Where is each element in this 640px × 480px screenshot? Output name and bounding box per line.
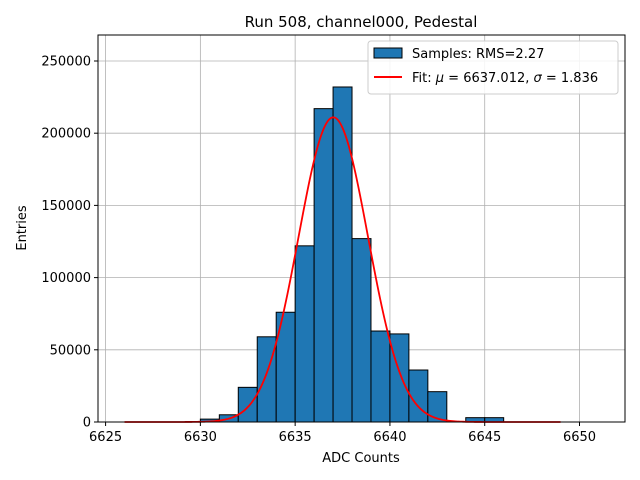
- y-tick-label: 250000: [41, 54, 91, 69]
- histogram-bar: [351, 238, 372, 423]
- histogram-bar: [237, 386, 258, 423]
- histogram-bars: [199, 86, 505, 423]
- x-tick-label: 6640: [373, 430, 406, 445]
- legend-fit-label: Fit: μ = 6637.012, σ = 1.836: [412, 71, 598, 86]
- x-axis-label: ADC Counts: [322, 451, 400, 466]
- y-tick-label: 150000: [41, 199, 91, 214]
- axis-ticks: 6625 6630 6635 6640 6645 6650 0 50000 100000 1500…: [41, 54, 596, 445]
- histogram-bar: [427, 391, 448, 423]
- y-axis-label: Entries: [15, 205, 30, 251]
- histogram-bar: [313, 108, 334, 423]
- x-tick-label: 6635: [279, 430, 312, 445]
- histogram-bar: [370, 330, 391, 423]
- x-tick-label: 6650: [563, 430, 596, 445]
- x-tick-label: 6645: [468, 430, 501, 445]
- histogram-bar: [256, 336, 277, 423]
- histogram-bar: [332, 86, 353, 423]
- y-tick-label: 50000: [50, 343, 91, 358]
- legend-histogram-label: Samples: RMS=2.27: [412, 47, 544, 62]
- x-tick-label: 6625: [89, 430, 122, 445]
- legend: Samples: RMS=2.27 Fit: μ = 6637.012, σ =…: [367, 40, 619, 95]
- histogram-bar: [389, 333, 410, 423]
- legend-box: [367, 40, 619, 95]
- histogram-bar: [408, 369, 429, 423]
- legend-histogram-patch: [373, 47, 403, 59]
- y-tick-label: 100000: [41, 271, 91, 286]
- x-tick-label: 6630: [184, 430, 217, 445]
- chart-title: Run 508, channel000, Pedestal: [245, 13, 478, 31]
- y-tick-label: 0: [83, 416, 91, 431]
- histogram-bar: [294, 245, 315, 423]
- y-tick-label: 200000: [41, 127, 91, 142]
- plot-frame: [97, 34, 626, 423]
